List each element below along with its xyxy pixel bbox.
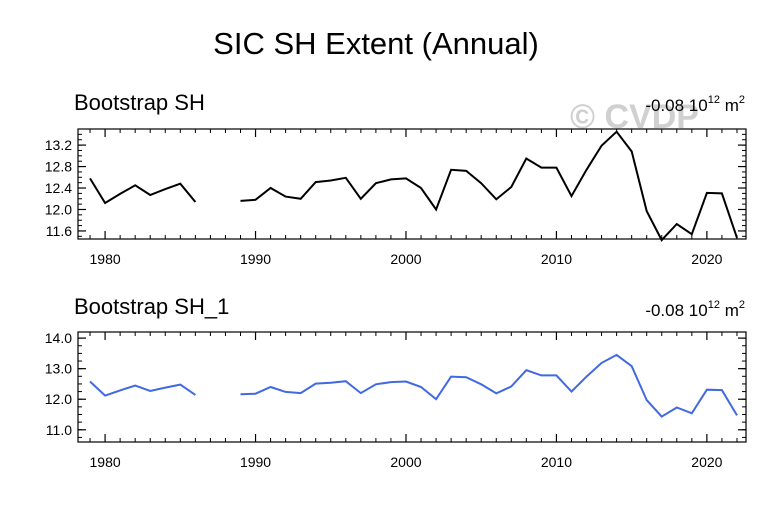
panel-2-trend-unit-area-exp: 2	[739, 299, 745, 311]
panel-2-y-tick-label: 11.0	[46, 422, 72, 438]
panel-2-frame	[77, 331, 747, 443]
panel-1-frame	[77, 128, 747, 240]
panel-2-y-tick-label: 12.0	[45, 391, 72, 407]
panel-1-trend-unit-exp: 12	[708, 94, 720, 106]
panel-1-trend-unit-area-exp: 2	[739, 94, 745, 106]
panel-bootstrap-sh-1: Bootstrap SH_1 -0.08 1012 m2 1980 1990 200…	[45, 294, 747, 470]
panel-2-trend-unit-exp: 12	[708, 299, 720, 311]
panel-2-x-tick-label: 2000	[390, 454, 421, 470]
panel-2-series-line	[89, 380, 196, 397]
panel-1-x-tick-label: 1980	[90, 251, 121, 267]
panel-2-y-tick-label: 14.0	[45, 330, 72, 346]
watermark-cvdp: © CVDP	[570, 98, 699, 136]
panel-2-x-tick-label: 1980	[90, 454, 121, 470]
panel-1-x-tick-label: 1990	[240, 251, 271, 267]
panel-1-trend-unit-base: 10	[689, 96, 708, 115]
panel-1-y-tick-label: 13.2	[45, 137, 72, 153]
panel-1-title: Bootstrap SH	[74, 90, 205, 115]
panel-2-y-tick-label: 13.0	[45, 361, 72, 377]
panel-2-x-tick-label: 2010	[541, 454, 572, 470]
panel-1-y-tick-label: 12.8	[45, 159, 72, 175]
figure-title: SIC SH Extent (Annual)	[213, 26, 539, 61]
panel-2-trend-unit-area: m	[725, 301, 739, 320]
panel-1-y-tick-label: 11.6	[46, 223, 72, 239]
panel-bootstrap-sh: Bootstrap SH © CVDP -0.08 1012 m2 1980 19…	[45, 90, 747, 267]
panel-2-x-tick-label: 2020	[691, 454, 722, 470]
panel-1-series-line	[89, 177, 197, 205]
panel-1-x-tick-label: 2010	[541, 251, 572, 267]
panel-2-x-tick-label: 1990	[240, 454, 271, 470]
panel-2-plot-area: 1980 1990 2000 2010 2020 11.0 12.0 13.0 14.0	[45, 330, 747, 470]
panel-2-trend-value: -0.08	[645, 301, 684, 320]
panel-1-trend-value: -0.08	[645, 96, 684, 115]
panel-1-y-tick-label: 12.4	[45, 180, 72, 196]
panel-2-series-line	[240, 353, 738, 418]
panel-1-y-tick-label: 12.0	[45, 201, 72, 217]
panel-1-x-tick-label: 2000	[390, 251, 421, 267]
panel-1-x-tick-label: 2020	[691, 251, 722, 267]
panel-1-trend-unit-area: m	[725, 96, 739, 115]
panel-1-series-line	[240, 130, 738, 242]
panel-2-title: Bootstrap SH_1	[74, 294, 229, 319]
panel-2-trend-label: -0.08 1012 m2	[645, 299, 745, 320]
panel-1-trend-label: -0.08 1012 m2	[645, 94, 745, 115]
panel-2-trend-unit-base: 10	[689, 301, 708, 320]
panel-1-plot-area: 1980 1990 2000 2010 2020 11.6 12.0 12.4 12.8 13.2	[45, 128, 747, 267]
